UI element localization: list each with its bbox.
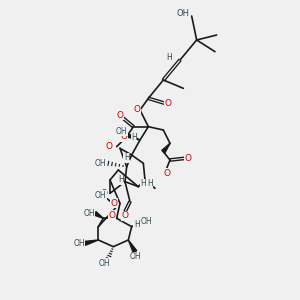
Text: O: O <box>120 132 127 141</box>
Text: H: H <box>134 220 140 229</box>
Text: O: O <box>117 111 124 120</box>
Text: O: O <box>163 169 170 178</box>
Text: O: O <box>184 154 191 163</box>
Text: H: H <box>131 134 137 142</box>
Text: H: H <box>124 154 130 163</box>
Text: O: O <box>100 189 107 198</box>
Text: OH: OH <box>140 217 152 226</box>
Polygon shape <box>85 240 98 245</box>
Text: OH: OH <box>129 252 141 261</box>
Text: O: O <box>164 99 172 108</box>
Text: OH: OH <box>95 191 106 200</box>
Polygon shape <box>126 133 140 140</box>
Text: OH: OH <box>177 10 190 19</box>
Text: H: H <box>147 178 153 188</box>
Text: H: H <box>140 179 146 188</box>
Text: O: O <box>105 142 112 151</box>
Text: OH: OH <box>116 127 127 136</box>
Text: O: O <box>134 106 140 115</box>
Polygon shape <box>128 240 137 253</box>
Text: O: O <box>122 211 128 220</box>
Text: H: H <box>166 52 172 62</box>
Text: OH: OH <box>73 239 85 248</box>
Text: OH: OH <box>83 209 95 218</box>
Polygon shape <box>132 220 144 227</box>
Text: O: O <box>110 199 118 208</box>
Text: H: H <box>118 175 124 184</box>
Polygon shape <box>94 212 103 218</box>
Text: O: O <box>108 211 115 220</box>
Text: OH: OH <box>98 259 110 268</box>
Text: OH: OH <box>94 159 106 168</box>
Polygon shape <box>162 143 170 153</box>
